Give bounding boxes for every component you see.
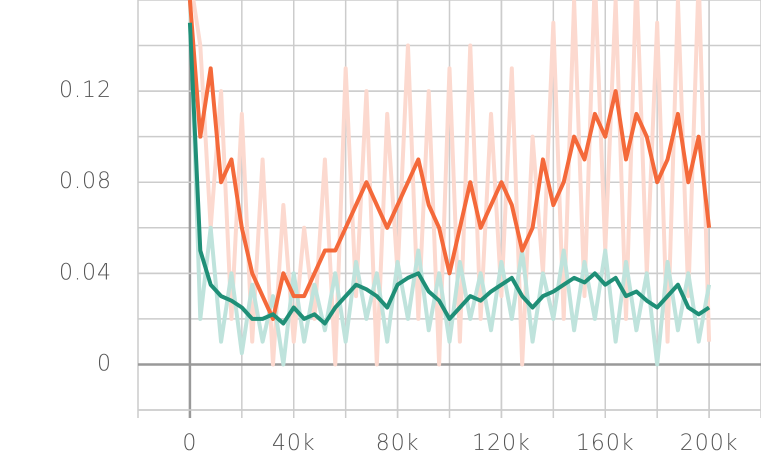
x-tick-label: 40k bbox=[272, 431, 316, 456]
grid bbox=[137, 0, 761, 418]
y-tick-label: 0.04 bbox=[59, 260, 112, 285]
x-tick-label: 160k bbox=[576, 431, 635, 456]
x-tick-label: 80k bbox=[376, 431, 420, 456]
y-tick-label: 0.12 bbox=[59, 78, 112, 103]
series-line bbox=[187, 0, 712, 321]
labels: 0 40k 80k 120k 160k 200k 0 0.04 0.08 0.12 bbox=[59, 78, 739, 456]
x-tick-label: 200k bbox=[680, 431, 739, 456]
plot-area bbox=[187, 0, 712, 367]
x-tick-label: 120k bbox=[472, 431, 531, 456]
y-tick-label: 0.08 bbox=[59, 169, 112, 194]
x-tick-label: 0 bbox=[182, 431, 197, 456]
series-line bbox=[187, 22, 711, 326]
y-tick-label: 0 bbox=[97, 351, 112, 376]
